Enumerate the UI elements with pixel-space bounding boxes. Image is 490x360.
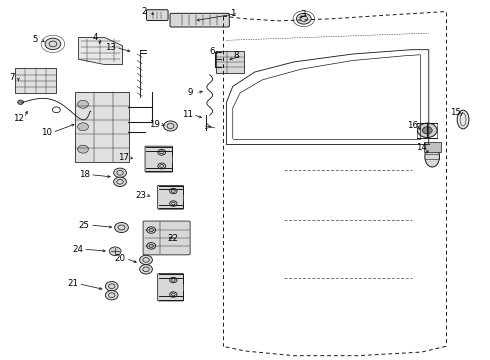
Text: 24: 24 (72, 245, 83, 253)
Text: 9: 9 (188, 88, 193, 97)
FancyBboxPatch shape (158, 274, 184, 301)
Text: 12: 12 (13, 113, 24, 122)
Circle shape (158, 149, 166, 155)
Text: 8: 8 (233, 51, 239, 60)
Circle shape (77, 123, 88, 131)
FancyBboxPatch shape (170, 13, 229, 27)
FancyBboxPatch shape (158, 185, 184, 209)
Text: 15: 15 (450, 108, 461, 117)
Text: 18: 18 (79, 170, 90, 179)
Text: 3: 3 (300, 10, 306, 19)
FancyBboxPatch shape (147, 10, 168, 21)
Circle shape (77, 100, 88, 108)
Text: 16: 16 (407, 121, 418, 130)
Text: 17: 17 (118, 153, 129, 162)
Circle shape (164, 121, 177, 131)
Text: 7: 7 (9, 73, 15, 82)
Text: 21: 21 (67, 279, 78, 288)
Circle shape (170, 201, 177, 206)
Text: 20: 20 (115, 254, 125, 263)
PathPatch shape (78, 37, 122, 65)
Text: 10: 10 (41, 128, 52, 137)
Text: 19: 19 (149, 120, 160, 129)
Circle shape (417, 123, 437, 138)
Ellipse shape (425, 146, 440, 167)
Bar (216, 51, 244, 73)
Circle shape (105, 282, 118, 291)
Circle shape (114, 177, 126, 186)
Text: 25: 25 (79, 220, 90, 230)
Circle shape (109, 247, 121, 256)
Text: 23: 23 (136, 191, 147, 199)
Circle shape (170, 188, 177, 194)
Circle shape (147, 227, 156, 233)
Bar (15, 68, 56, 93)
Circle shape (115, 222, 128, 233)
Circle shape (140, 265, 152, 274)
Circle shape (105, 291, 118, 300)
Text: 14: 14 (416, 143, 427, 152)
FancyBboxPatch shape (145, 146, 172, 172)
Circle shape (140, 255, 152, 265)
Circle shape (114, 168, 126, 177)
Ellipse shape (457, 110, 469, 129)
Text: 2: 2 (142, 7, 147, 16)
Bar (75, 91, 129, 162)
Circle shape (18, 100, 24, 104)
Circle shape (158, 163, 166, 169)
Text: 6: 6 (209, 46, 215, 55)
Text: 11: 11 (182, 110, 193, 119)
Text: 13: 13 (105, 43, 116, 52)
Text: 22: 22 (167, 234, 178, 243)
Circle shape (422, 127, 432, 134)
Circle shape (77, 145, 88, 153)
Circle shape (296, 13, 311, 24)
Text: 4: 4 (93, 33, 98, 42)
FancyBboxPatch shape (143, 221, 190, 255)
Circle shape (170, 277, 177, 283)
Circle shape (170, 292, 177, 297)
Circle shape (45, 38, 61, 50)
Text: 1: 1 (230, 9, 236, 18)
Circle shape (147, 243, 156, 249)
Text: 5: 5 (32, 35, 38, 44)
Bar (424, 142, 441, 152)
